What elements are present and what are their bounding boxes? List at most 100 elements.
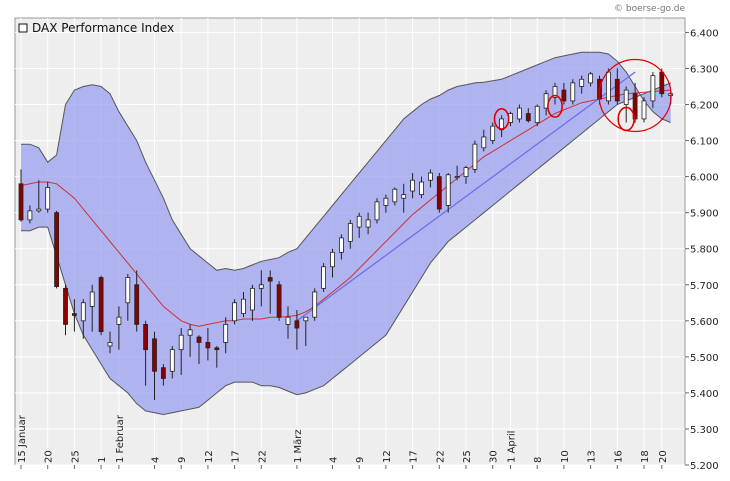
candle-body [347, 223, 353, 242]
candle-body [232, 302, 238, 322]
y-tick-label: 5.700 [690, 281, 719, 292]
candle-body [27, 210, 33, 221]
x-tick-label: 4 [151, 457, 162, 463]
candle-body [606, 71, 611, 102]
candle-body [54, 212, 59, 287]
x-tick-label: 25 [462, 450, 473, 463]
candle-body [258, 284, 264, 289]
candle-body [632, 93, 638, 120]
trend-line [296, 71, 636, 322]
bollinger-lower-line [21, 82, 671, 416]
y-tick-label: 6.200 [690, 101, 719, 112]
candle-body [125, 277, 131, 304]
candle-body [267, 277, 273, 282]
candle-body [72, 313, 77, 316]
candle-body [614, 78, 620, 102]
y-tick-label: 5.500 [690, 353, 719, 364]
bollinger-upper-line [21, 51, 671, 271]
x-tick-label: 10 [560, 450, 571, 463]
x-tick-label: 18 [640, 450, 651, 463]
x-tick-label: 13 [587, 450, 598, 463]
candle-body [134, 284, 140, 325]
highlight-circle [598, 58, 672, 133]
candle-body [454, 176, 460, 179]
candle-body [623, 89, 629, 105]
x-tick-label: 17 [409, 450, 420, 463]
candle-body [338, 237, 344, 253]
legend-swatch-icon [18, 23, 28, 33]
candle-body [463, 167, 469, 178]
highlight-ellipse [493, 108, 510, 130]
bollinger-band [21, 52, 671, 415]
x-tick-label: 20 [44, 450, 55, 463]
highlight-ellipse [547, 94, 563, 118]
candle-body [472, 143, 478, 170]
candle-body [303, 316, 309, 322]
chart-title: DAX Performance Index [32, 21, 174, 35]
candle-body [312, 291, 318, 318]
candle-body [561, 89, 567, 102]
candle-body [401, 194, 407, 199]
x-tick-label: 9 [355, 457, 366, 463]
candle-body [249, 287, 255, 311]
y-tick-label: 6.400 [690, 28, 719, 39]
candlesticks [18, 68, 674, 401]
x-tick-label: 12 [382, 450, 393, 463]
y-tick-label: 5.900 [690, 209, 719, 220]
candle-body [383, 197, 389, 206]
candle-body [294, 320, 300, 329]
candle-body [427, 172, 433, 181]
y-axis: 5.200 5.300 5.400 5.500 5.600 5.700 5.800 5.900… [685, 28, 719, 472]
candle-body [80, 302, 86, 322]
candle-body [241, 298, 246, 314]
candle-body [223, 324, 229, 343]
annotations [493, 58, 672, 133]
candle-body [89, 291, 95, 307]
x-tick-label: 1 März [293, 429, 304, 463]
x-tick-label: 17 [231, 450, 242, 463]
x-tick-label: 1 [97, 457, 108, 463]
candle-body [534, 105, 540, 123]
y-tick-label: 5.400 [690, 389, 719, 400]
candle-body [63, 287, 68, 325]
x-axis: 15 Januar 20 25 1 1 Februar 4 9 12 17 22 1 März 4 9 1… [17, 414, 669, 469]
candle-body [330, 251, 335, 268]
candle-body [36, 208, 42, 212]
candle-body [214, 347, 220, 351]
y-tick-label: 6.100 [690, 137, 719, 148]
candle-body [445, 174, 451, 206]
candle-body [517, 107, 522, 120]
candle-body [650, 75, 656, 102]
candle-body [419, 181, 424, 196]
candle-body [356, 215, 362, 228]
y-tick-label: 5.300 [690, 425, 719, 436]
candle-body [552, 86, 558, 98]
candle-body [178, 334, 184, 351]
x-tick-label: 30 [489, 450, 500, 463]
candle-body [169, 349, 175, 372]
x-tick-label: 1 Februar [115, 414, 126, 463]
candle-body [116, 316, 122, 325]
x-tick-label: 4 [329, 457, 340, 463]
candle-body [374, 201, 380, 221]
candle-body [481, 136, 487, 149]
x-tick-label: 22 [257, 450, 268, 463]
candle-body [152, 338, 157, 372]
candle-body [98, 277, 104, 333]
candle-body [436, 176, 442, 210]
x-tick-label: 25 [70, 450, 81, 463]
candle-body [641, 100, 647, 120]
y-tick-label: 5.800 [690, 245, 719, 256]
candle-body [659, 71, 665, 95]
x-tick-label: 20 [658, 450, 669, 463]
x-tick-label: 16 [613, 450, 624, 463]
x-tick-label: 9 [177, 457, 188, 463]
candle-body [160, 367, 166, 379]
candle-body [18, 183, 24, 221]
y-tick-label: 5.600 [690, 317, 719, 328]
y-tick-label: 6.300 [690, 64, 719, 75]
candle-body [321, 266, 327, 289]
x-tick-label: 8 [533, 457, 544, 463]
copyright-text[interactable]: © boerse-go.de [614, 4, 685, 14]
candle-body [107, 342, 113, 347]
